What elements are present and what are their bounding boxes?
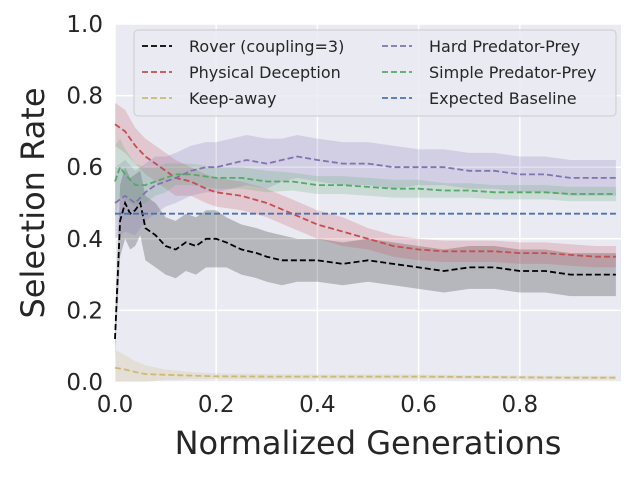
x-tick-labels: 0.0 0.2 0.4 0.6 0.8: [97, 392, 538, 418]
x-tick-label: 0.8: [502, 392, 539, 418]
legend: Rover (coupling=3) Physical Deception Keep…: [133, 29, 617, 117]
hard-predator-prey-line: [114, 155, 616, 205]
y-tick-label: 1.0: [66, 12, 103, 38]
y-tick-label: 0.8: [66, 84, 103, 110]
legend-label-physical-deception: Physical Deception: [189, 63, 341, 82]
physical-deception-line: [114, 123, 616, 258]
simple-predator-prey-band: [115, 138, 616, 218]
x-tick-label: 0.2: [198, 392, 235, 418]
y-tick-label: 0.6: [66, 155, 103, 181]
series-lines: [114, 123, 616, 379]
rover-coupling-3-band: [115, 167, 616, 357]
x-tick-label: 0.0: [97, 392, 134, 418]
x-axis-label: Normalized Generations: [175, 424, 562, 462]
physical-deception-band: [115, 102, 616, 268]
legend-label-keep-away: Keep-away: [189, 89, 276, 108]
legend-label-expected-baseline: Expected Baseline: [429, 89, 577, 108]
x-tick-label: 0.4: [299, 392, 336, 418]
y-tick-label: 0.0: [66, 370, 103, 396]
y-tick-label: 0.4: [66, 227, 103, 253]
x-tick-label: 0.6: [400, 392, 437, 418]
legend-label-simple-predator-prey: Simple Predator-Prey: [429, 63, 596, 82]
simple-predator-prey-line: [114, 165, 616, 195]
legend-box: [133, 29, 617, 117]
keep-away-line: [114, 366, 616, 379]
legend-label-rover-coupling-3: Rover (coupling=3): [189, 37, 344, 56]
keep-away-band: [115, 349, 616, 382]
y-axis-label: Selection Rate: [14, 87, 52, 318]
legend-label-hard-predator-prey: Hard Predator-Prey: [429, 37, 580, 56]
rover-coupling-3-line: [114, 200, 616, 340]
y-tick-labels: 0.0 0.2 0.4 0.6 0.8 1.0: [66, 12, 103, 396]
y-tick-label: 0.2: [66, 298, 103, 324]
